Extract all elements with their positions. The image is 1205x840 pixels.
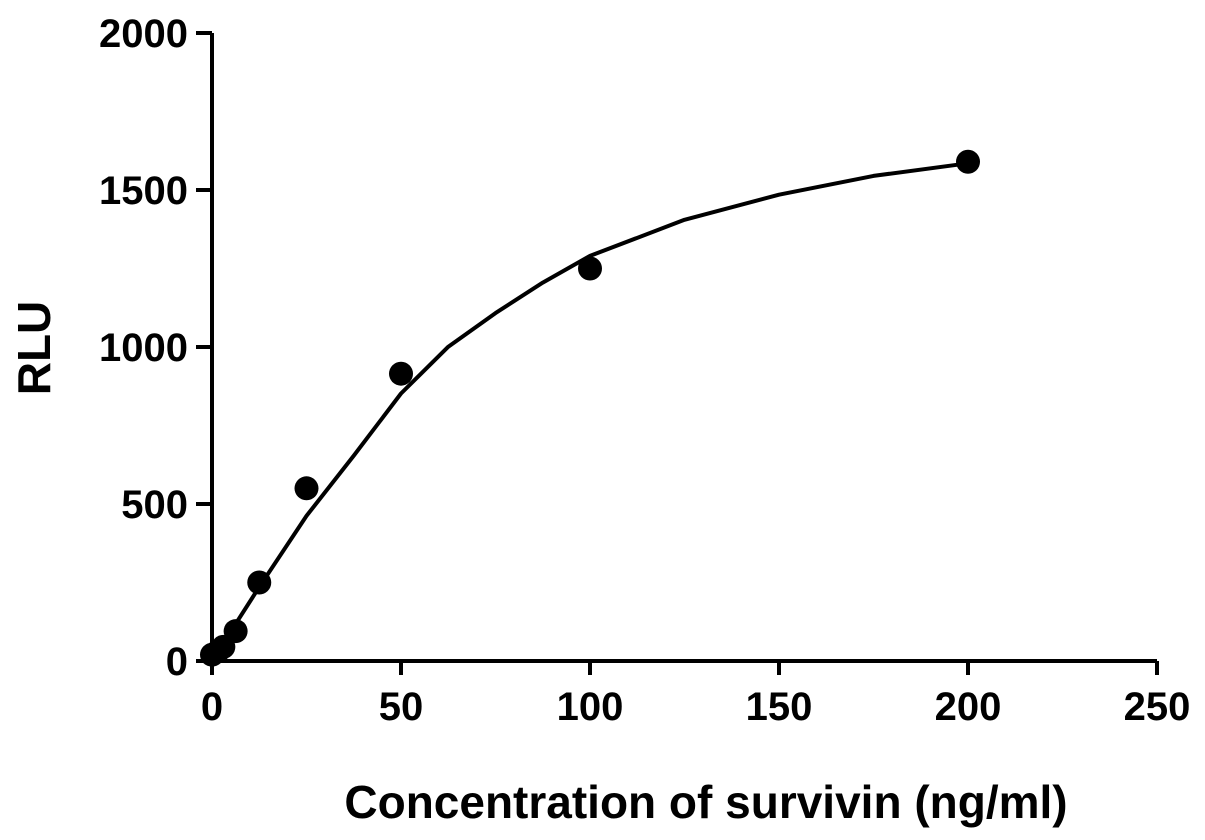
- fit-curve-group: [210, 161, 970, 663]
- y-tick-label: 2000: [99, 12, 188, 56]
- x-axis-ticks: 0 50 100 150 200 250: [201, 661, 1191, 729]
- y-tick-label: 1500: [99, 169, 188, 213]
- axes: [210, 33, 1157, 663]
- data-point: [223, 619, 248, 644]
- x-tick-label: 50: [379, 685, 424, 729]
- data-point: [956, 149, 980, 174]
- x-tick-label: 0: [201, 685, 223, 729]
- x-tick-label: 200: [935, 685, 1002, 729]
- y-tick-label: 0: [166, 640, 188, 684]
- x-tick-label: 250: [1124, 685, 1191, 729]
- data-point: [578, 256, 602, 281]
- y-tick-label: 1000: [99, 326, 188, 370]
- x-tick-label: 150: [746, 685, 813, 729]
- fit-curve: [210, 161, 970, 663]
- x-tick-label: 100: [557, 685, 624, 729]
- y-axis-title: RLU: [8, 301, 60, 396]
- y-tick-label: 500: [121, 483, 188, 527]
- y-axis-ticks: 0 500 1000 1500 2000: [99, 12, 212, 684]
- data-point: [389, 361, 413, 386]
- data-point: [247, 570, 272, 595]
- data-point: [294, 476, 319, 501]
- x-axis-title: Concentration of survivin (ng/ml): [344, 776, 1067, 828]
- data-points: [200, 149, 980, 667]
